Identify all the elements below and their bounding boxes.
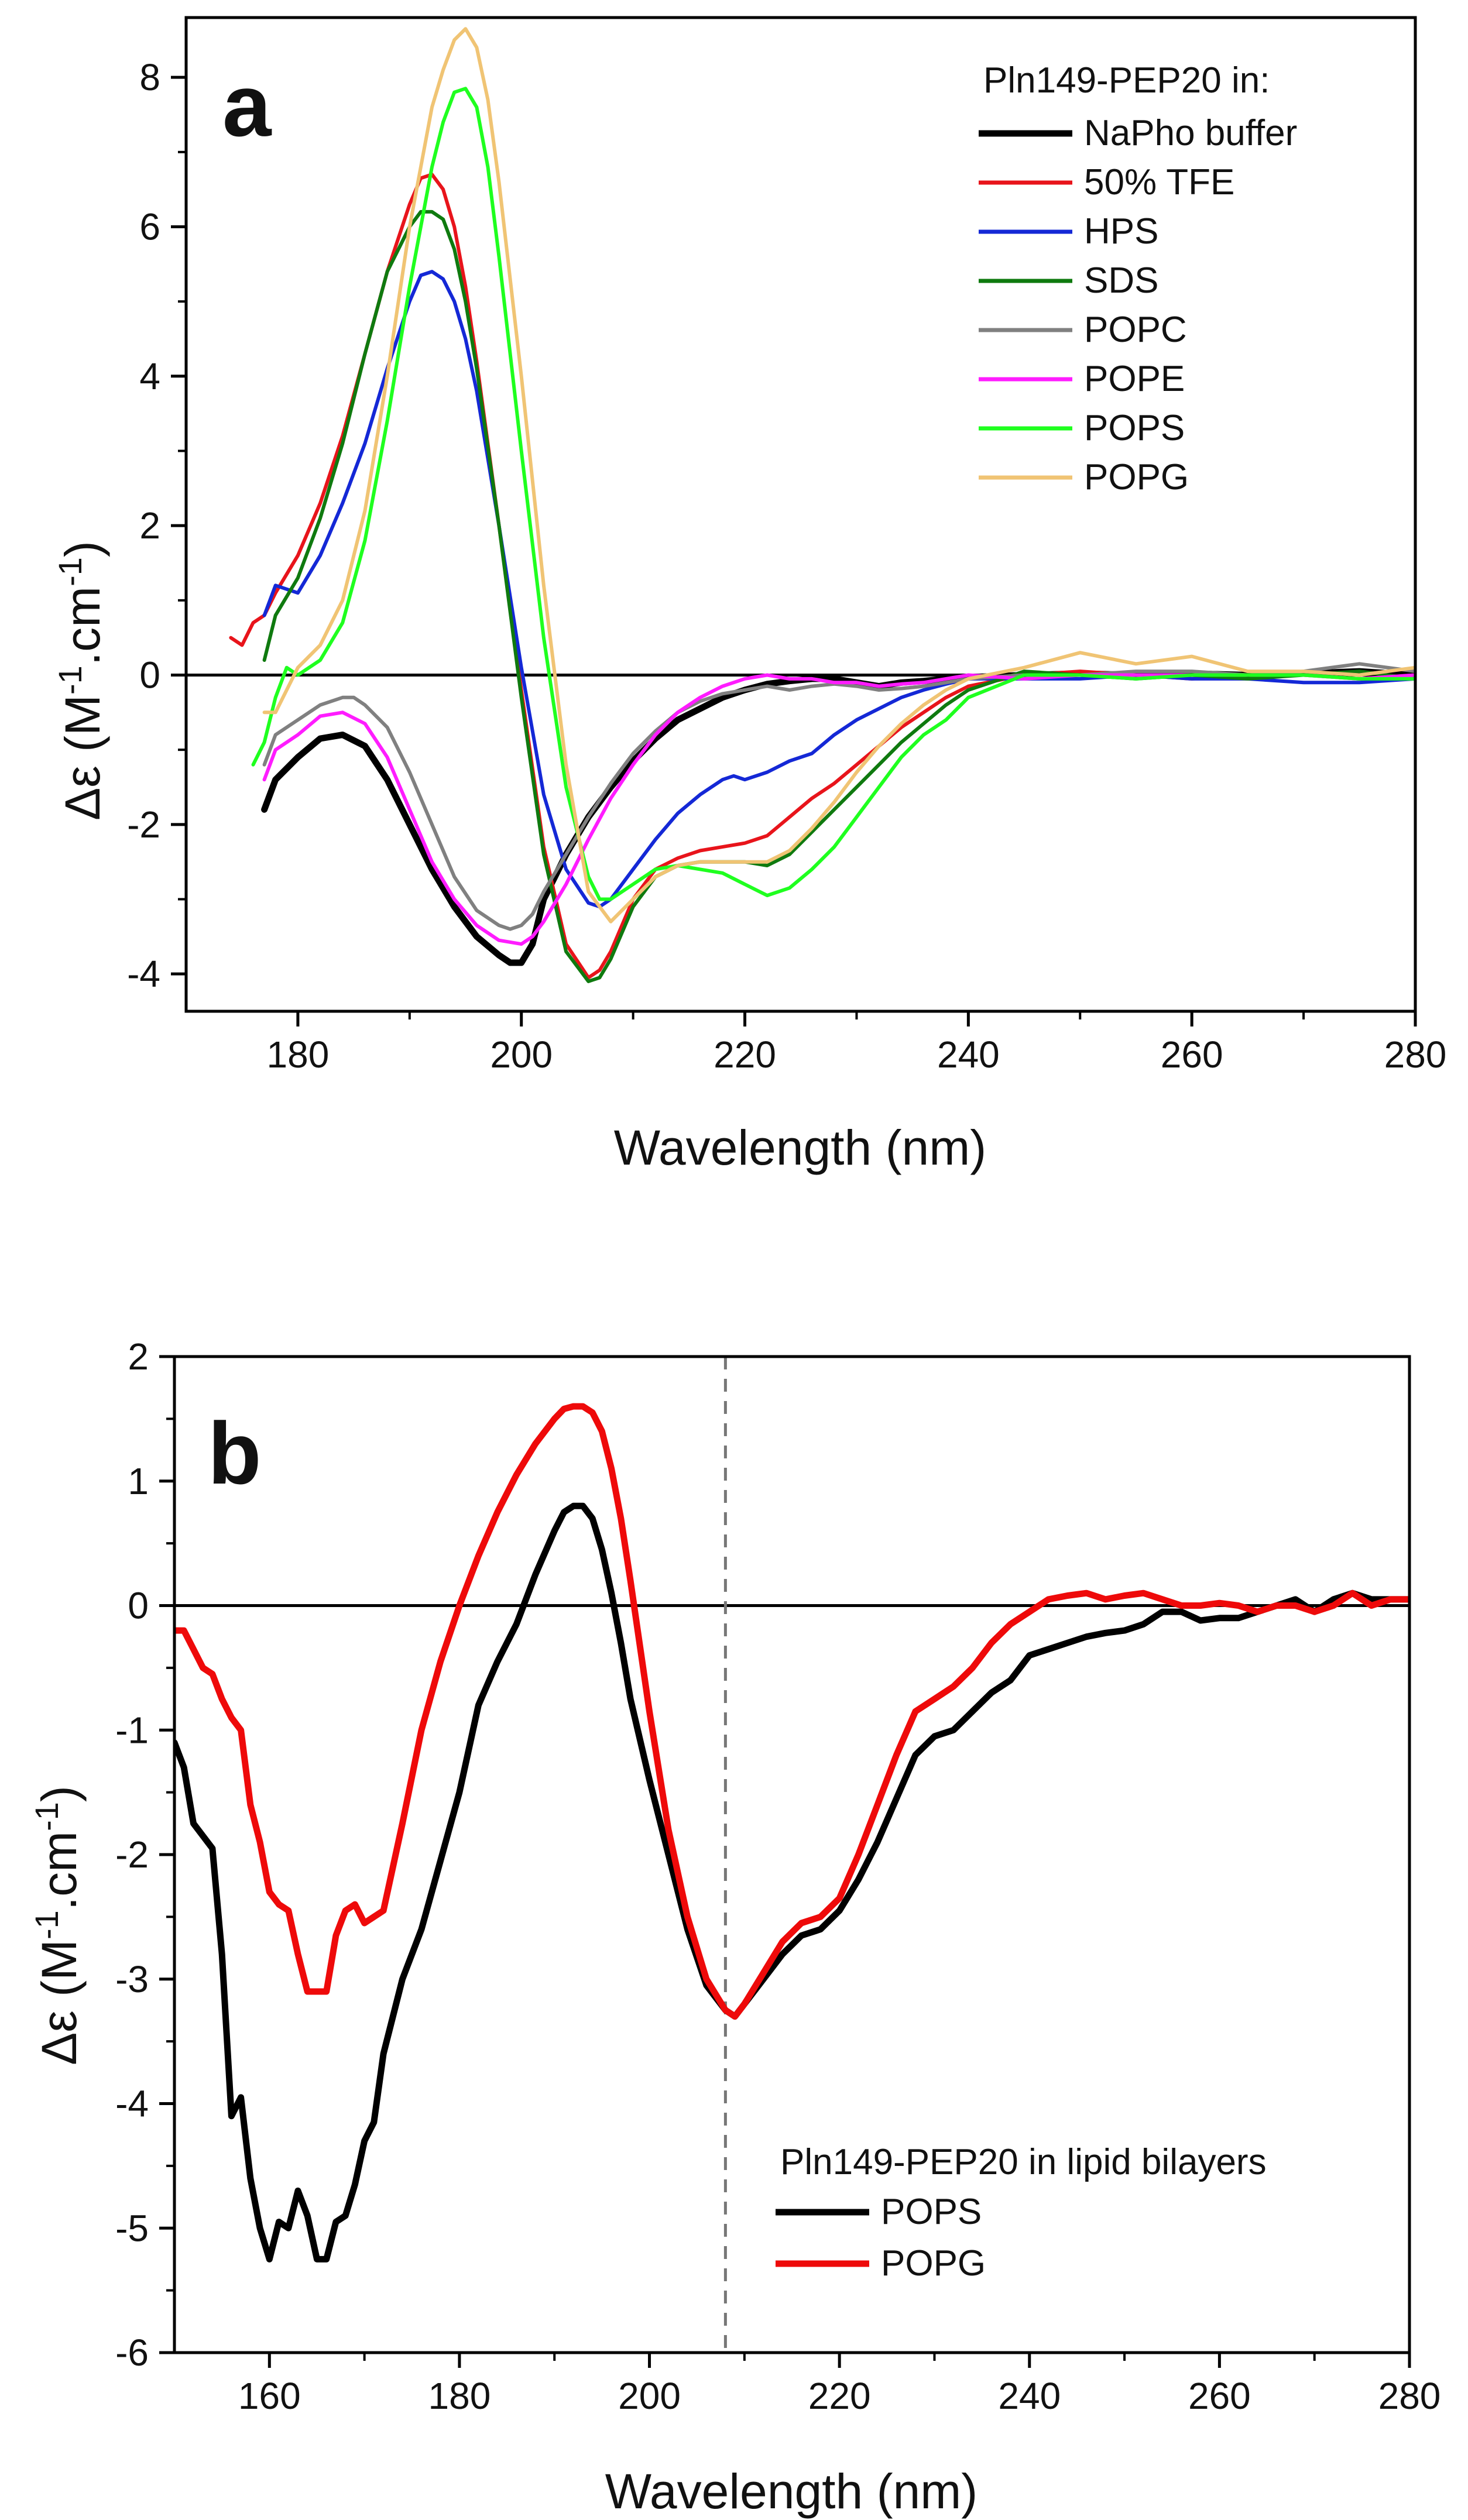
- panel-a-x-tick-label: 260: [1161, 1034, 1223, 1076]
- panel-a-x-axis-title: Wavelength (nm): [614, 1120, 986, 1175]
- panel-b-legend-label-popg: POPG: [881, 2243, 986, 2284]
- panel-a-legend-label-pops: POPS: [1084, 408, 1185, 448]
- panel-a-x-tick-label: 280: [1384, 1034, 1447, 1076]
- panel-b-legend: Pln149-PEP20 in lipid bilayers POPS POPG: [776, 2142, 1267, 2284]
- panel-b-series-pops: [174, 1502, 1409, 2262]
- panel-b-legend-label-pops: POPS: [881, 2192, 982, 2232]
- panel-a-y-axis-title: Δε (M-1.cm-1): [52, 541, 111, 820]
- panel-a-series-group: [229, 27, 1415, 983]
- panel-a-plot-area: 180 200 220 240 260 280 -4 -2 0 2 4 6 8: [127, 16, 1447, 1076]
- panel-a-label: a: [222, 56, 272, 155]
- panel-b-series-group: [174, 1403, 1409, 2262]
- panel-a-legend-label-sds: SDS: [1084, 260, 1158, 301]
- panel-b-x-tick-label: 220: [808, 2375, 871, 2417]
- panel-a-chart: a 180 200 220 240 260 280 -4 -2 0 2 4 6 8 Wavelength…: [52, 16, 1447, 1175]
- panel-a-legend-label-napho-buffer: NaPho buffer: [1084, 113, 1297, 153]
- panel-b-series-popg: [174, 1403, 1409, 2020]
- panel-a-legend: Pln149-PEP20 in: NaPho buffer 50% TFE HPS S…: [979, 60, 1297, 497]
- panel-a-legend-label-50pct-tfe: 50% TFE: [1084, 162, 1234, 202]
- panel-a-legend-label-hps: HPS: [1084, 211, 1158, 252]
- panel-b-y-axis-title: Δε (M-1.cm-1): [28, 1786, 87, 2065]
- panel-a-y-tick-label: 8: [139, 56, 160, 98]
- panel-b-chart: b 160 180 200 220 240 260 280 -6 -5 -4 -3 -2 -1 0 1 2 W…: [28, 1335, 1441, 2519]
- panel-b-legend-title: Pln149-PEP20 in lipid bilayers: [780, 2142, 1267, 2182]
- panel-b-y-tick-label: -1: [115, 1709, 149, 1751]
- panel-b-x-tick-label: 280: [1378, 2375, 1441, 2417]
- panel-a-y-tick-label: 6: [139, 205, 160, 248]
- panel-b-y-tick-label: -2: [115, 1834, 149, 1876]
- panel-a-y-tick-label: 4: [139, 355, 160, 397]
- panel-a-x-tick-label: 240: [937, 1034, 1000, 1076]
- panel-a-x-tick-label: 200: [490, 1034, 553, 1076]
- panel-b-y-tick-label: -6: [115, 2332, 149, 2374]
- panel-b-plot-area: 160 180 200 220 240 260 280 -6 -5 -4 -3 -2 -1 0 1 2: [115, 1335, 1440, 2417]
- panel-a-series-napho-buffer: [261, 668, 1415, 966]
- panel-a-series-pope: [262, 673, 1415, 946]
- panel-b-y-tick-label: -3: [115, 1958, 149, 2000]
- panel-b-x-tick-label: 260: [1188, 2375, 1251, 2417]
- panel-a-series-popg: [262, 27, 1415, 923]
- panel-b-label: b: [208, 1404, 262, 1502]
- panel-a-legend-title: Pln149-PEP20 in:: [983, 60, 1270, 101]
- panel-b-y-tick-label: -4: [115, 2083, 149, 2125]
- panel-b-x-axis-title: Wavelength (nm): [605, 2464, 977, 2519]
- panel-a-series-pops: [251, 87, 1415, 901]
- panel-b-x-tick-label: 240: [998, 2375, 1061, 2417]
- panel-b-y-tick-label: -5: [115, 2207, 149, 2249]
- panel-b-plot-frame: [173, 1355, 1411, 2354]
- panel-a-legend-label-pope: POPE: [1084, 359, 1185, 399]
- panel-a-plot-frame: [184, 16, 1417, 1013]
- panel-a-series-hps: [262, 270, 1415, 909]
- panel-b-x-tick-label: 200: [618, 2375, 681, 2417]
- panel-a-y-tick-label: -4: [127, 953, 160, 995]
- panel-a-series-sds: [262, 210, 1415, 983]
- panel-a-y-tick-label: 2: [139, 504, 160, 547]
- panel-b-x-tick-label: 180: [428, 2375, 491, 2417]
- panel-b-x-tick-label: 160: [238, 2375, 301, 2417]
- panel-b-y-tick-label: 2: [128, 1335, 149, 1378]
- panel-a-legend-label-popc: POPC: [1084, 310, 1187, 350]
- panel-a-x-tick-label: 220: [714, 1034, 776, 1076]
- panel-a-y-tick-label: -2: [127, 804, 160, 846]
- panel-a-legend-label-popg: POPG: [1084, 457, 1189, 497]
- panel-a-y-tick-label: 0: [139, 654, 160, 696]
- panel-b-y-tick-label: 0: [128, 1585, 149, 1627]
- panel-b-y-tick-label: 1: [128, 1460, 149, 1502]
- panel-a-x-tick-label: 180: [267, 1034, 330, 1076]
